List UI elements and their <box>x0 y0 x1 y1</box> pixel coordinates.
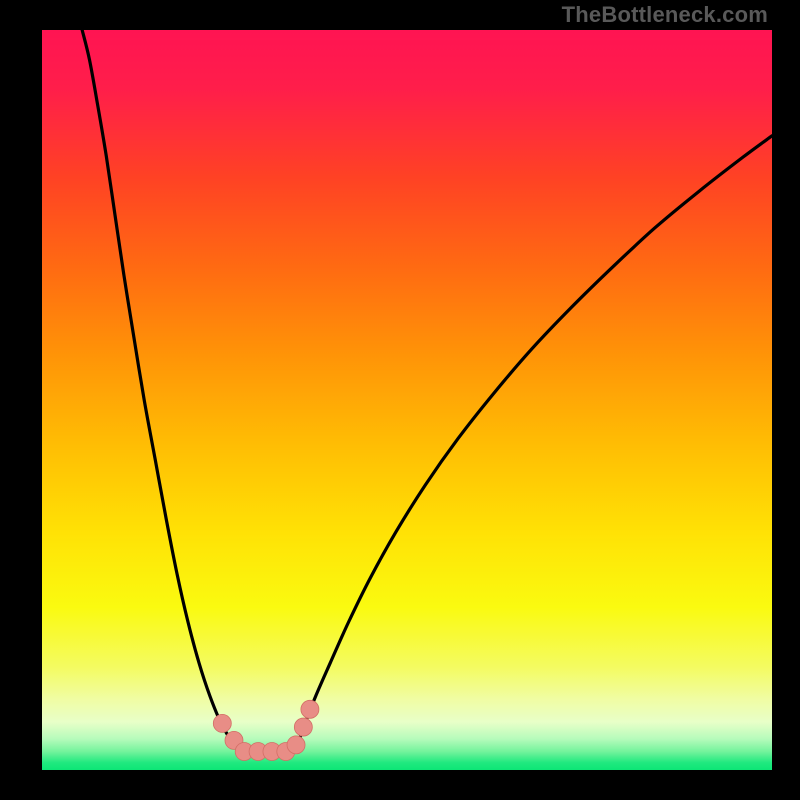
data-marker <box>287 736 305 754</box>
data-marker <box>213 714 231 732</box>
curve-path <box>82 30 772 752</box>
watermark-text: TheBottleneck.com <box>562 2 768 28</box>
plot-area <box>42 30 772 770</box>
frame-border-left <box>0 0 42 800</box>
marker-group <box>213 700 319 760</box>
bottleneck-curve <box>42 30 772 770</box>
frame-border-bottom <box>0 770 800 800</box>
data-marker <box>294 718 312 736</box>
frame-border-right <box>772 0 800 800</box>
data-marker <box>301 700 319 718</box>
